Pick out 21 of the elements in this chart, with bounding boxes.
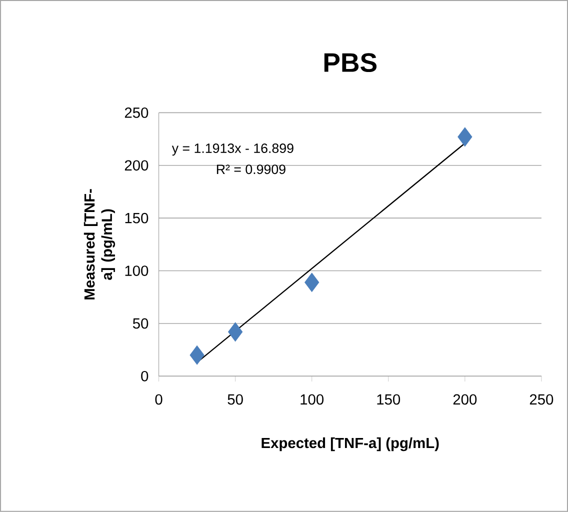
y-tick-label: 200 (124, 160, 148, 171)
chart-title: PBS (324, 53, 377, 72)
point (190, 346, 204, 365)
annotation: y = 1.1913x - 16.899 (172, 144, 294, 156)
y-tick-label: 250 (124, 108, 148, 118)
y-tick-label: 0 (141, 371, 148, 382)
y-axis-title: Measured [TNF-a] (pg/mL) (84, 189, 116, 300)
y-tick-label: 100 (125, 266, 148, 276)
point (304, 272, 320, 292)
x-tick-label: 200 (453, 394, 477, 405)
point (228, 322, 243, 342)
x-tick-label: 250 (530, 394, 554, 405)
x-tick-label: 150 (377, 394, 400, 405)
y-tick-label: 150 (125, 212, 148, 224)
x-tick-label: 0 (155, 394, 162, 405)
x-axis-title: Expected [TNF-a] (pg/mL) (262, 437, 439, 452)
annotation: R² = 0.9909 (216, 164, 286, 174)
x-tick-label: 50 (228, 394, 243, 405)
x-tick-label: 100 (300, 394, 324, 405)
point (458, 127, 472, 147)
y-tick-label: 50 (132, 318, 148, 329)
